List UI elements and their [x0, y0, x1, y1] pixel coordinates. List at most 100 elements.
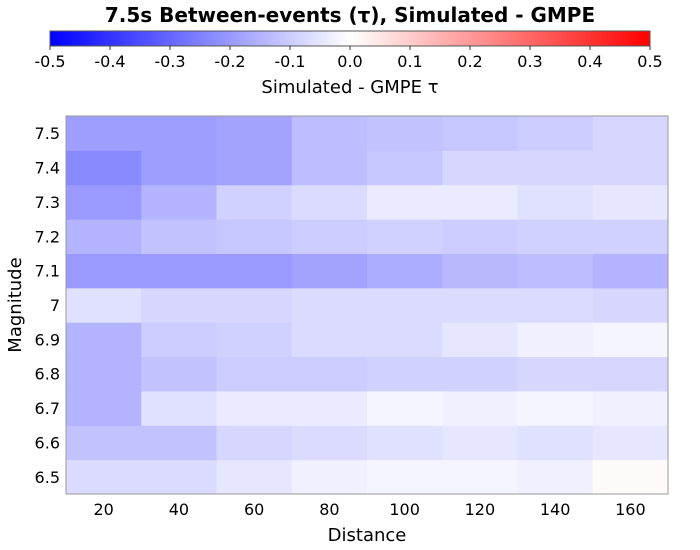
heatmap-cell	[592, 116, 669, 151]
heatmap-cell	[216, 390, 293, 426]
heatmap-cell	[367, 184, 443, 220]
colorbar-tick-label: 0.4	[577, 52, 602, 71]
heatmap-cell	[291, 253, 368, 289]
heatmap-cell	[442, 219, 518, 254]
heatmap-cell	[592, 390, 669, 426]
y-tick-label: 7	[50, 296, 60, 315]
heatmap-cell	[141, 390, 217, 426]
heatmap-cell	[592, 287, 669, 323]
heatmap-cell	[66, 287, 142, 323]
heatmap-cell	[592, 253, 669, 289]
y-tick-label: 7.2	[35, 227, 60, 246]
heatmap-cell	[442, 287, 518, 323]
y-tick-label: 7.1	[35, 262, 60, 281]
heatmap-cell	[517, 287, 594, 323]
x-tick-label: 60	[244, 500, 264, 519]
colorbar-tick-label: -0.1	[274, 52, 305, 71]
heatmap-cell	[517, 184, 594, 220]
heatmap-cell	[291, 356, 368, 392]
heatmap-cell	[66, 150, 142, 186]
x-tick-label: 20	[93, 500, 113, 519]
heatmap-cell	[141, 116, 217, 151]
heatmap-cell	[367, 322, 443, 358]
colorbar-tick-label: 0.3	[517, 52, 542, 71]
heatmap-cell	[442, 390, 518, 426]
heatmap-cell	[66, 356, 142, 392]
heatmap-cell	[216, 184, 293, 220]
y-tick-label: 7.5	[35, 124, 60, 143]
colorbar-tick-label: 0.2	[457, 52, 482, 71]
heatmap-cell	[517, 425, 594, 461]
x-axis-label: Distance	[328, 525, 407, 546]
heatmap-cell	[141, 459, 217, 495]
heatmap-cell	[291, 390, 368, 426]
heatmap-cell	[291, 322, 368, 358]
heatmap-cell	[367, 219, 443, 254]
heatmap-cell	[291, 459, 368, 495]
y-axis-label: Magnitude	[5, 257, 26, 352]
heatmap-cell	[592, 150, 669, 186]
heatmap-cell	[216, 322, 293, 358]
heatmap-cell	[367, 390, 443, 426]
colorbar-tick-label: -0.4	[94, 52, 125, 71]
y-tick-label: 7.4	[35, 159, 60, 178]
heatmap-cell	[442, 150, 518, 186]
heatmap-cell	[66, 253, 142, 289]
heatmap-cell	[517, 356, 594, 392]
heatmap-cell	[291, 425, 368, 461]
x-tick-label: 100	[389, 500, 420, 519]
heatmap-cell	[291, 219, 368, 254]
heatmap-cell	[442, 459, 518, 495]
heatmap-cell	[592, 184, 669, 220]
x-tick-label: 80	[319, 500, 339, 519]
y-tick-label: 6.8	[35, 365, 60, 384]
heatmap-cell	[216, 219, 293, 254]
heatmap-cell	[442, 184, 518, 220]
heatmap-cell	[291, 287, 368, 323]
heatmap-cell	[517, 116, 594, 151]
heatmap-cell	[141, 425, 217, 461]
heatmap-cell	[216, 150, 293, 186]
heatmap-cell	[66, 184, 142, 220]
heatmap-cell	[517, 253, 594, 289]
heatmap-cell	[442, 116, 518, 151]
y-ticks: 6.5 6.6 6.7 6.8 6.9 7 7.1 7.2 7.3 7.4 7.5	[35, 124, 60, 487]
heatmap-cell	[141, 356, 217, 392]
heatmap-cell	[442, 253, 518, 289]
colorbar-ticks: -0.5 -0.4 -0.3 -0.2 -0.1 0.0 0.1 0.2 0.3 0.4 0.5	[34, 46, 663, 71]
heatmap-cell	[367, 459, 443, 495]
heatmap-cell	[517, 219, 594, 254]
colorbar	[49, 30, 651, 47]
heatmap-cell	[66, 459, 142, 495]
heatmap-cell	[216, 253, 293, 289]
heatmap-cell	[592, 356, 669, 392]
heatmap-cell	[66, 425, 142, 461]
x-tick-label: 120	[465, 500, 496, 519]
heatmap-cells	[66, 116, 669, 495]
heatmap-cell	[141, 184, 217, 220]
heatmap-cell	[141, 219, 217, 254]
heatmap-cell	[216, 459, 293, 495]
colorbar-tick-label: 0.5	[637, 52, 662, 71]
heatmap-cell	[367, 425, 443, 461]
y-tick-label: 6.5	[35, 468, 60, 487]
heatmap-cell	[66, 322, 142, 358]
heatmap-cell	[141, 253, 217, 289]
heatmap-cell	[517, 150, 594, 186]
heatmap-cell	[141, 322, 217, 358]
colorbar-tick-label: 0.0	[337, 52, 362, 71]
heatmap-cell	[141, 150, 217, 186]
heatmap-cell	[442, 322, 518, 358]
heatmap-cell	[367, 356, 443, 392]
heatmap-cell	[517, 390, 594, 426]
heatmap-cell	[592, 219, 669, 254]
y-tick-label: 7.3	[35, 193, 60, 212]
heatmap-cell	[66, 116, 142, 151]
heatmap-cell	[216, 425, 293, 461]
colorbar-tick-label: -0.5	[34, 52, 65, 71]
heatmap-cell	[216, 287, 293, 323]
chart-title: 7.5s Between-events (τ), Simulated - GMP…	[105, 3, 595, 27]
heatmap-cell	[592, 322, 669, 358]
x-tick-label: 40	[169, 500, 189, 519]
